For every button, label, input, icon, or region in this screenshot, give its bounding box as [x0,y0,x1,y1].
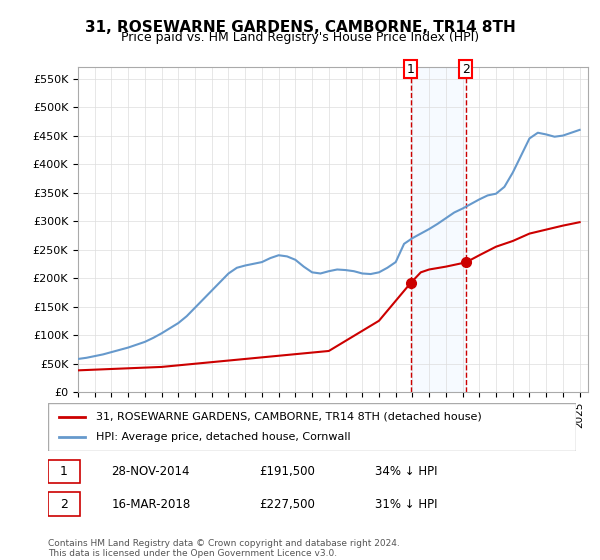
Text: 31% ↓ HPI: 31% ↓ HPI [376,497,438,511]
Text: 1: 1 [60,465,68,478]
Text: 16-MAR-2018: 16-MAR-2018 [112,497,191,511]
Bar [411,67,466,392]
Text: £191,500: £191,500 [259,465,315,478]
FancyBboxPatch shape [48,492,80,516]
Text: Contains HM Land Registry data © Crown copyright and database right 2024.
This d: Contains HM Land Registry data © Crown c… [48,539,400,558]
Text: HPI: Average price, detached house, Cornwall: HPI: Average price, detached house, Corn… [95,432,350,442]
Text: Price paid vs. HM Land Registry's House Price Index (HPI): Price paid vs. HM Land Registry's House … [121,31,479,44]
Text: 28-NOV-2014: 28-NOV-2014 [112,465,190,478]
Text: 34% ↓ HPI: 34% ↓ HPI [376,465,438,478]
FancyBboxPatch shape [48,460,80,483]
Text: 2: 2 [60,497,68,511]
Text: 31, ROSEWARNE GARDENS, CAMBORNE, TR14 8TH (detached house): 31, ROSEWARNE GARDENS, CAMBORNE, TR14 8T… [95,412,481,422]
Text: 2: 2 [462,63,470,76]
FancyBboxPatch shape [48,403,576,451]
Text: £227,500: £227,500 [259,497,315,511]
Text: 1: 1 [407,63,415,76]
Text: 31, ROSEWARNE GARDENS, CAMBORNE, TR14 8TH: 31, ROSEWARNE GARDENS, CAMBORNE, TR14 8T… [85,20,515,35]
